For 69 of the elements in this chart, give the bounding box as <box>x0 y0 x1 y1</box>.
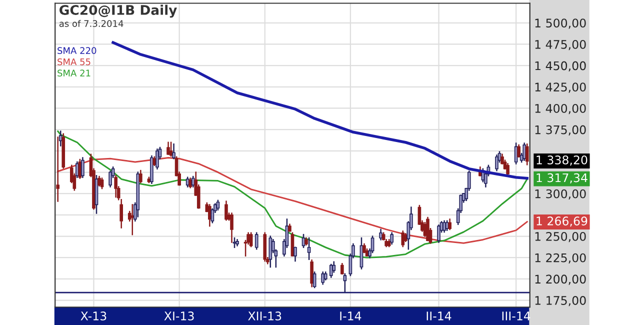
candlestick <box>332 261 336 273</box>
candlestick <box>506 163 510 175</box>
candlestick <box>268 236 272 268</box>
candlestick <box>254 232 258 250</box>
y-tick-label: 1 250,00 <box>535 232 586 242</box>
candlestick <box>230 212 234 243</box>
y-tick-label: 1 425,00 <box>535 82 586 93</box>
candlestick <box>448 218 452 230</box>
candlestick <box>517 144 520 158</box>
candlestick <box>188 178 192 188</box>
line-series <box>112 41 528 180</box>
text: SMA 21 <box>58 70 90 76</box>
candlestick <box>294 246 297 262</box>
y-tick-label: 1 175,00 <box>535 296 586 306</box>
line-series <box>57 130 528 258</box>
y-tick-label: 1 225,00 <box>535 253 586 264</box>
candlestick <box>216 200 220 210</box>
candlestick <box>426 216 430 242</box>
x-tick-label: I-14 <box>340 312 362 320</box>
x-tick-label: II-14 <box>426 312 452 320</box>
candlestick <box>166 142 170 155</box>
x-tick-label: X-13 <box>80 312 106 320</box>
y-tick-label: 1 375,00 <box>535 125 586 136</box>
candlestick <box>390 232 394 245</box>
y-tick-label: 1 500,00 <box>535 18 586 29</box>
series-label: SMA 220 <box>58 47 96 54</box>
y-tick-label: 1 300,00 <box>535 189 586 200</box>
candlestick <box>442 220 446 233</box>
candlestick <box>340 262 344 274</box>
candlestick <box>401 230 405 248</box>
candlestick <box>76 161 79 178</box>
candlestick <box>522 142 526 161</box>
chart-title: GC20@I1B Daily <box>60 4 177 18</box>
candlestick <box>208 204 212 227</box>
y-tick-label: 1 200,00 <box>535 274 586 285</box>
candlestick <box>343 273 347 292</box>
text: SMA 55 <box>58 58 90 66</box>
candlestick <box>379 228 382 240</box>
candlestick <box>156 148 159 170</box>
y-tick-label: 1 400,00 <box>535 104 586 114</box>
candlestick <box>114 175 118 198</box>
candlestick <box>81 157 84 178</box>
candlestick <box>108 170 112 188</box>
y-tick-label: 1 450,00 <box>535 61 586 72</box>
candlestick <box>98 176 101 187</box>
annotation: 1 266,69 <box>536 216 588 227</box>
candlestick <box>100 178 104 190</box>
candlestick <box>172 143 176 160</box>
line-series <box>57 156 528 244</box>
candlestick <box>56 136 60 202</box>
candlestick <box>150 155 154 184</box>
x-tick-label: XI-13 <box>164 312 194 320</box>
candlestick <box>437 224 440 243</box>
annotation: 1 317,34 <box>536 173 588 184</box>
y-tick-label: 1 475,00 <box>535 40 586 50</box>
candlestick <box>139 170 142 184</box>
candlestick <box>249 232 253 248</box>
x-tick-label: XII-13 <box>248 312 282 320</box>
annotation: 1 338,20 <box>536 155 588 166</box>
candlestick <box>130 204 134 236</box>
candlestick <box>224 200 228 221</box>
candlestick <box>321 272 325 285</box>
candlestick <box>329 264 333 278</box>
candlestick <box>525 143 529 166</box>
candlestick <box>307 237 311 260</box>
candlestick <box>495 154 498 172</box>
text: as of 7.3.2014 <box>59 20 124 27</box>
candlestick <box>312 272 316 288</box>
candlestick <box>310 260 314 288</box>
